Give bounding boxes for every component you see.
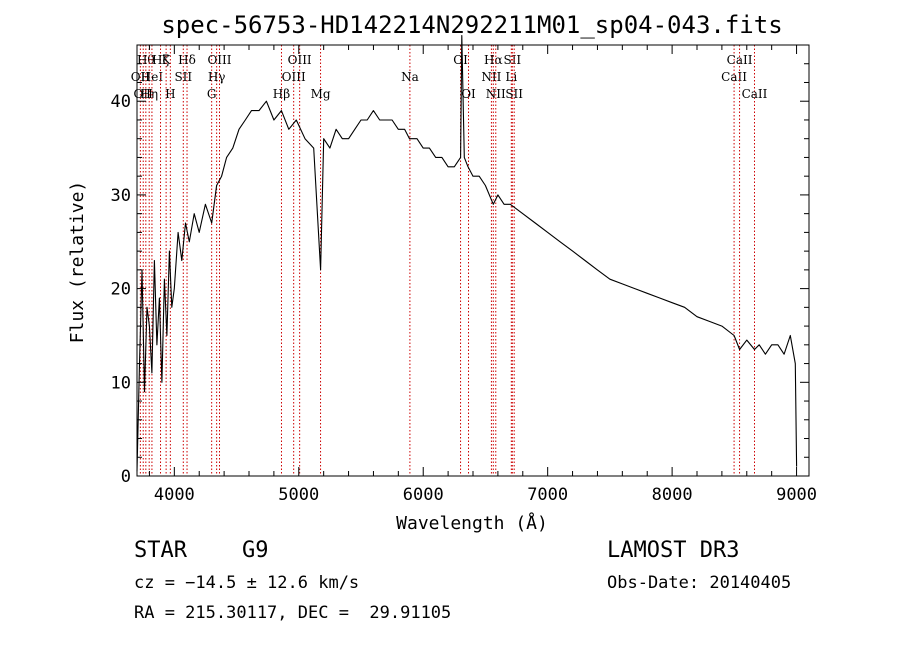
spectral-line-label: CaII [721, 70, 747, 84]
y-tick-label: 20 [111, 280, 131, 300]
x-tick-label: 8000 [652, 485, 693, 505]
spectral-line-label: CaII [742, 87, 768, 101]
spectral-line-label: SII [505, 87, 523, 101]
spectral-line-label: Hζ [152, 53, 169, 67]
x-axis-label: Wavelength (Å) [396, 512, 548, 534]
x-tick-label: 7000 [527, 485, 568, 505]
spectral-line-label: SII [503, 53, 521, 67]
chart-title: spec-56753-HD142214N292211M01_sp04-043.f… [161, 11, 782, 39]
spectral-line-label: Mg [311, 87, 331, 101]
spectral-line-label: K [162, 53, 172, 67]
x-tick-label: 4000 [154, 485, 195, 505]
object-class: STAR [134, 538, 187, 563]
x-tick-label: 9000 [776, 485, 817, 505]
spectral-line-label: Hβ [273, 87, 290, 101]
spectrum-series-line [136, 35, 798, 472]
y-tick-label: 10 [111, 373, 131, 393]
spectral-line-label: CaII [727, 53, 753, 67]
spectral-line-label: Hη [140, 87, 158, 101]
x-tick-label: 5000 [278, 485, 319, 505]
y-axis-label: Flux (relative) [67, 181, 88, 344]
spectral-line-label: SII [174, 70, 192, 84]
object-subclass: G9 [242, 538, 269, 563]
spectral-line-label: Hα [484, 53, 503, 67]
spectral-line-label: OIII [207, 53, 231, 67]
coordinates: RA = 215.30117, DEC = 29.91105 [134, 603, 452, 623]
spectral-line-label: H [165, 87, 175, 101]
spectral-line-label: Hδ [178, 53, 196, 67]
spectral-line-label: Li [505, 70, 517, 84]
spectral-line-label: OI [453, 53, 468, 67]
spectral-line-label: OIII [288, 53, 312, 67]
spectral-line-label: OI [461, 87, 476, 101]
obs-date: Obs-Date: 20140405 [607, 573, 792, 593]
plot-frame [136, 44, 810, 477]
redshift-cz: cz = −14.5 ± 12.6 km/s [134, 573, 360, 593]
spectral-line-label: OIII [282, 70, 306, 84]
x-tick-label: 6000 [403, 485, 444, 505]
spectral-line-label: G [207, 87, 217, 101]
survey-name: LAMOST DR3 [607, 538, 740, 563]
y-tick-label: 0 [121, 467, 131, 487]
spectral-line-label: NII [481, 70, 501, 84]
spectral-line-label: Hγ [208, 70, 226, 84]
spectral-line-label: NII [486, 87, 506, 101]
y-tick-label: 30 [111, 186, 131, 206]
spectral-line-label: HeI [141, 70, 164, 84]
spectral-line-label: OII [134, 87, 154, 101]
y-tick-label: 40 [111, 92, 131, 112]
spectral-line-label: Na [401, 70, 419, 84]
